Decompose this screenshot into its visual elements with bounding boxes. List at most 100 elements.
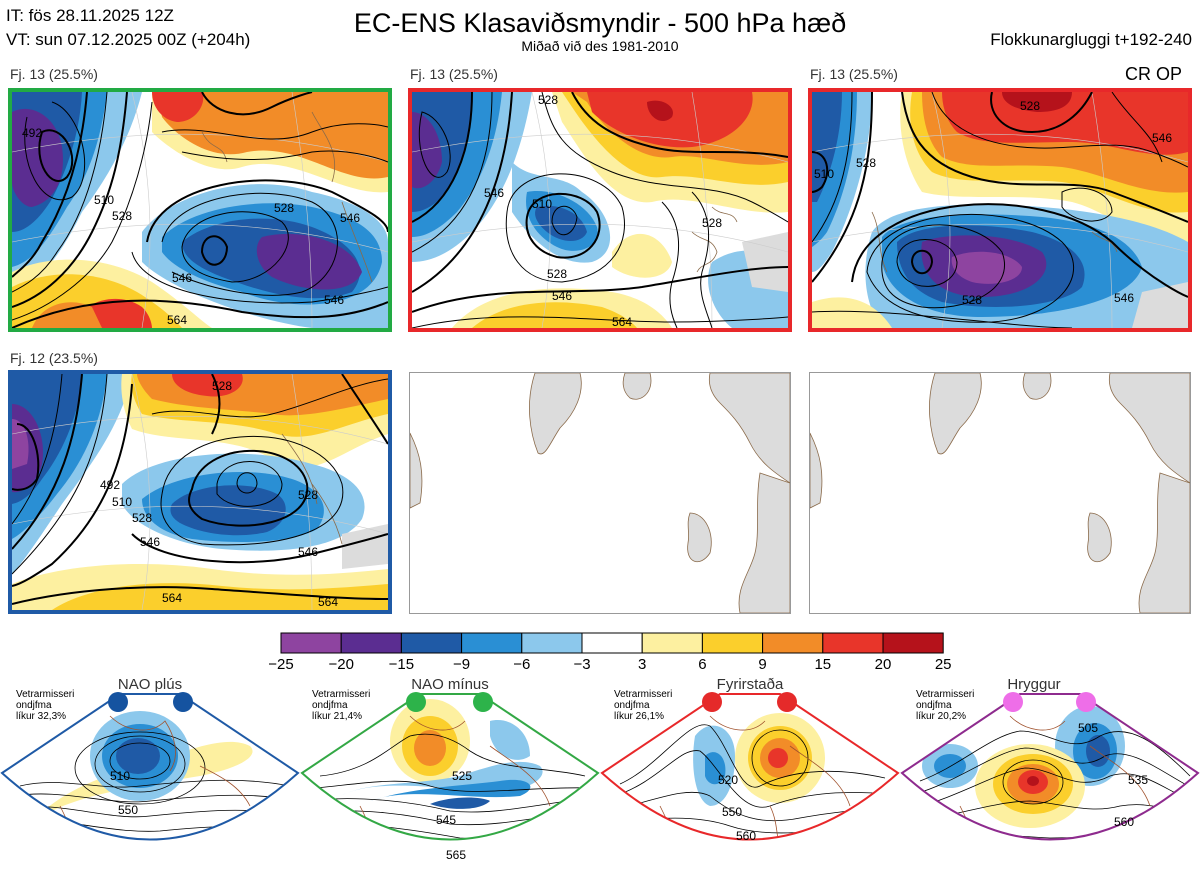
regime-stats: Vetrarmisseri ondjfma líkur 20,2% (916, 689, 974, 722)
regime-stats: Vetrarmisseri ondjfma líkur 32,3% (16, 689, 74, 722)
cluster-map-panel-4: 492 510 528 546 564 528 546 564 528 (8, 370, 392, 614)
contour-label: 492 (22, 126, 42, 140)
colorbar-tick-label: −3 (573, 656, 591, 673)
colorbar-tick-label: −9 (453, 656, 471, 673)
regime-blocking: Fyrirstaða Vetrarmisseri ondjfma líkur 2… (600, 676, 900, 871)
contour-label: 546 (340, 211, 360, 225)
regime-stats: Vetrarmisseri ondjfma líkur 21,4% (312, 689, 370, 722)
contour-label: 528 (538, 93, 558, 107)
contour-label: 550 (118, 803, 138, 817)
cluster-map-panel-3: 528 510 546 528 546 528 (808, 88, 1192, 332)
colorbar-tick-label: 6 (698, 656, 707, 673)
regime-stat-line: ondjfma (16, 700, 52, 711)
contour-label: 528 (1020, 99, 1040, 113)
control-run-tag: CR OP (1125, 64, 1183, 84)
contour-label: 564 (318, 595, 338, 609)
contour-label: 510 (814, 167, 834, 181)
contour-label: 564 (612, 315, 632, 328)
colorbar-box (521, 632, 583, 654)
colorbar-box (882, 632, 944, 654)
empty-map-panel-6 (809, 372, 1191, 614)
contour-label: 520 (718, 773, 738, 787)
colorbar-box (762, 632, 824, 654)
colorbar-box (340, 632, 402, 654)
colorbar-tick-label: 3 (638, 656, 647, 673)
contour-label: 510 (94, 193, 114, 207)
cluster-map-panel-1: 492 510 528 546 564 528 546 546 (8, 88, 392, 332)
contour-label: 528 (702, 216, 722, 230)
contour-label: 550 (722, 805, 742, 819)
regime-stat-line: líkur 21,4% (312, 711, 363, 722)
regime-stat-line: ondjfma (312, 700, 348, 711)
contour-label: 560 (1114, 815, 1134, 829)
colorbar-tick-label: −6 (513, 656, 531, 673)
valid-time: VT: sun 07.12.2025 00Z (+204h) (6, 30, 251, 49)
empty-map-panel-5 (409, 372, 791, 614)
regime-ridge: Hryggur Vetrarmisseri ondjfma líkur 20,2… (900, 676, 1200, 871)
anomaly-colorbar (280, 632, 944, 654)
colorbar-box (701, 632, 764, 654)
contour-label: 528 (274, 201, 294, 215)
contour-label: 565 (446, 848, 466, 862)
regime-stat-line: líkur 26,1% (614, 711, 665, 722)
contour-label: 525 (452, 769, 472, 783)
contour-label: 528 (212, 379, 232, 393)
regime-title: NAO plús (117, 676, 183, 693)
contour-label: 528 (856, 156, 876, 170)
regime-stat-line: líkur 32,3% (16, 711, 67, 722)
contour-label: 546 (552, 289, 572, 303)
colorbar-box (641, 632, 703, 654)
contour-label: 546 (484, 186, 504, 200)
panel-2-label: Fj. 13 (25.5%) (410, 66, 498, 82)
panel-3-label: Fj. 13 (25.5%) (810, 66, 898, 82)
panel-1-contour-labels: 492 510 528 546 564 528 546 546 (22, 126, 360, 327)
page-title: EC-ENS Klasaviðsmyndir - 500 hPa hæð (353, 8, 847, 38)
contour-label: 510 (110, 769, 130, 783)
contour-label: 528 (112, 209, 132, 223)
classification-window: Flokkunargluggi t+192-240 (990, 30, 1192, 49)
regime-stats: Vetrarmisseri ondjfma líkur 26,1% (614, 689, 672, 722)
colorbar-tick-label: −15 (388, 656, 415, 673)
contour-label: 546 (140, 535, 160, 549)
colorbar-box (280, 632, 342, 654)
contour-label: 560 (736, 829, 756, 843)
regime-stat-line: Vetrarmisseri (312, 689, 371, 700)
regime-stat-line: ondjfma (916, 700, 952, 711)
colorbar-tick-label: −20 (328, 656, 354, 673)
contour-label: 545 (436, 813, 456, 827)
colorbar-tick-label: 15 (814, 656, 832, 673)
contour-label: 546 (1114, 291, 1134, 305)
panel-1-label: Fj. 13 (25.5%) (10, 66, 98, 82)
contour-label: 505 (1078, 721, 1098, 735)
contour-label: 546 (298, 545, 318, 559)
init-time: IT: fös 28.11.2025 12Z (6, 6, 174, 25)
regime-stat-line: Vetrarmisseri (916, 689, 975, 700)
contour-label: 564 (167, 313, 187, 327)
contour-label: 510 (532, 197, 552, 211)
regime-title: Fyrirstaða (716, 676, 784, 693)
contour-label: 528 (962, 293, 982, 307)
panel-4-label: Fj. 12 (23.5%) (10, 350, 98, 366)
regime-title: NAO mínus (411, 676, 489, 693)
regime-stat-line: Vetrarmisseri (614, 689, 673, 700)
colorbar-box (400, 632, 463, 654)
page-subtitle: Miðað við des 1981-2010 (521, 38, 679, 54)
colorbar-tick-label: 20 (874, 656, 892, 673)
regime-nao-minus: NAO mínus Vetrarmisseri ondjfma líkur 21… (300, 676, 600, 871)
regime-stat-line: Vetrarmisseri (16, 689, 75, 700)
contour-label: 535 (1128, 773, 1148, 787)
contour-label: 528 (298, 488, 318, 502)
regime-title: Hryggur (1007, 676, 1061, 693)
regime-stat-line: ondjfma (614, 700, 650, 711)
colorbar-box (822, 632, 884, 654)
contour-label: 492 (100, 478, 120, 492)
colorbar-tick-label: −25 (268, 656, 294, 673)
colorbar-box (461, 632, 523, 654)
contour-label: 546 (324, 293, 344, 307)
contour-label: 528 (547, 267, 567, 281)
cluster-map-panel-2: 528 510 546 528 546 564 528 (408, 88, 792, 332)
regime-stat-line: líkur 20,2% (916, 711, 967, 722)
colorbar-tick-label: 25 (934, 656, 952, 673)
contour-label: 546 (1152, 131, 1172, 145)
contour-label: 528 (132, 511, 152, 525)
